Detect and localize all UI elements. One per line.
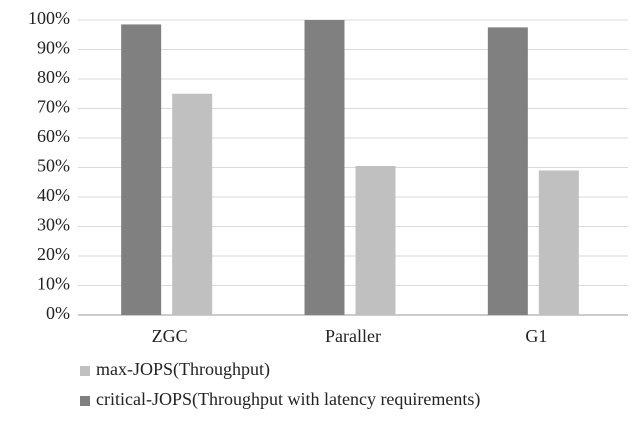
legend-swatch bbox=[80, 396, 90, 406]
legend-label: critical-JOPS(Throughput with latency re… bbox=[96, 389, 480, 410]
y-tick-label: 80% bbox=[37, 67, 70, 87]
bar bbox=[172, 93, 213, 315]
y-tick-label: 10% bbox=[37, 274, 70, 294]
y-tick-label: 90% bbox=[37, 38, 70, 58]
bar bbox=[304, 20, 345, 315]
y-tick-label: 0% bbox=[46, 303, 70, 323]
x-tick-label: ZGC bbox=[152, 326, 188, 346]
legend-label: max-JOPS(Throughput) bbox=[96, 359, 270, 380]
y-tick-label: 100% bbox=[28, 8, 70, 28]
bar bbox=[121, 24, 162, 316]
y-tick-label: 50% bbox=[37, 156, 70, 176]
x-tick-label: Paraller bbox=[325, 326, 381, 346]
legend-swatch bbox=[80, 366, 90, 376]
y-tick-label: 70% bbox=[37, 97, 70, 117]
bar bbox=[355, 166, 396, 315]
y-tick-label: 60% bbox=[37, 126, 70, 146]
y-tick-label: 20% bbox=[37, 244, 70, 264]
x-tick-label: G1 bbox=[525, 326, 547, 346]
bar bbox=[538, 170, 579, 315]
y-tick-label: 30% bbox=[37, 215, 70, 235]
bar bbox=[487, 27, 528, 315]
y-tick-label: 40% bbox=[37, 185, 70, 205]
